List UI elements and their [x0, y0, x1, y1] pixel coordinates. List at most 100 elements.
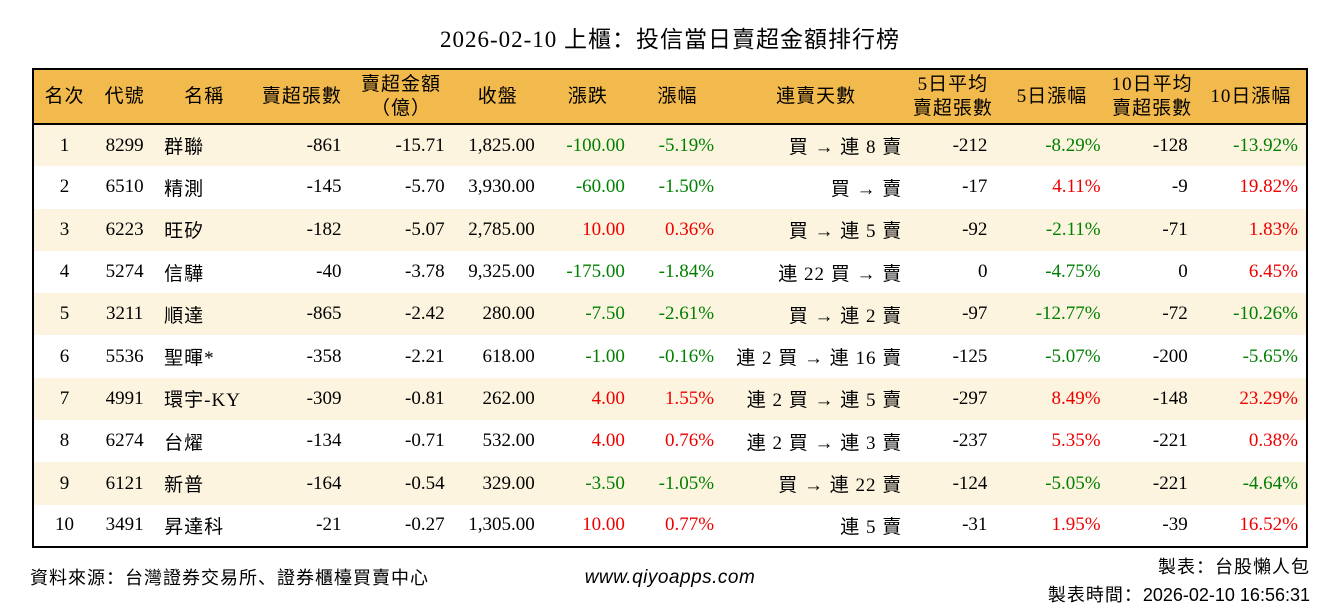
cell-name: 群聯 [164, 137, 205, 159]
cell-streak: 買 → 連 22 賣 [778, 475, 903, 497]
cell-close: 1,305.00 [468, 514, 535, 536]
cell-avg5-volume: -125 [952, 345, 988, 367]
cell-close: 9,325.00 [468, 261, 535, 283]
cell-avg5-volume: -31 [962, 514, 988, 536]
cell-sell-amount: -15.71 [395, 134, 445, 156]
cell-avg10-volume: -39 [1162, 514, 1188, 536]
cell-avg10-volume: -9 [1171, 176, 1188, 198]
cell-avg5-volume: -92 [962, 218, 988, 240]
cell-sell-volume: -182 [306, 218, 342, 240]
cell-streak: 買 → 賣 [830, 178, 903, 200]
table-row: 7 4991 環宇-KY -309 -0.81 262.00 4.00 1.55… [33, 377, 1307, 421]
cell-avg10-volume: 0 [1178, 261, 1188, 283]
cell-avg10-volume: -128 [1152, 134, 1188, 156]
cell-pct10: 6.45% [1248, 261, 1298, 283]
cell-code: 6223 [105, 218, 144, 240]
cell-change: 4.00 [591, 387, 625, 409]
cell-streak: 買 → 連 8 賣 [788, 137, 903, 159]
cell-pct10: -4.64% [1242, 472, 1298, 494]
cell-code: 3211 [105, 303, 144, 325]
cell-sell-volume: -309 [306, 387, 342, 409]
cell-change: -100.00 [566, 134, 625, 156]
cell-sell-amount: -3.78 [405, 261, 445, 283]
cell-pct5: 5.35% [1051, 430, 1101, 452]
cell-name: 新普 [164, 475, 205, 497]
cell-pct10: 0.38% [1248, 430, 1298, 452]
cell-code: 3491 [105, 514, 144, 536]
header-avg10-volume: 10日平均 賣超張數 [1108, 69, 1196, 125]
cell-pct5: -12.77% [1035, 303, 1101, 325]
cell-pct5: -2.11% [1045, 218, 1101, 240]
cell-change: -175.00 [566, 261, 625, 283]
cell-change: -3.50 [585, 472, 625, 494]
cell-rank: 2 [59, 176, 70, 198]
cell-sell-volume: -358 [306, 345, 342, 367]
cell-streak: 連 22 買 → 賣 [778, 263, 903, 285]
cell-rank: 6 [59, 345, 70, 367]
header-close: 收盤 [452, 69, 543, 125]
header-sell-amount: 賣超金額 （億） [349, 69, 453, 125]
table-row: 4 5274 信驊 -40 -3.78 9,325.00 -175.00 -1.… [33, 250, 1307, 294]
cell-name: 聖暉* [164, 348, 215, 370]
cell-avg10-volume: -72 [1162, 303, 1188, 325]
cell-avg5-volume: -17 [962, 176, 988, 198]
header-sell-volume: 賣超張數 [254, 69, 350, 125]
cell-rank: 1 [59, 134, 70, 156]
cell-name: 台燿 [164, 432, 205, 454]
cell-name: 信驊 [164, 263, 205, 285]
cell-sell-amount: -0.27 [405, 514, 445, 536]
cell-pct5: -5.05% [1045, 472, 1101, 494]
cell-name: 昇達科 [164, 516, 225, 538]
cell-change-pct: -5.19% [658, 134, 715, 156]
cell-avg10-volume: -71 [1162, 218, 1188, 240]
cell-change-pct: -1.84% [658, 261, 715, 283]
footer-generated: 製表時間：2026-02-10 16:56:31 [1048, 581, 1310, 607]
cell-avg10-volume: -221 [1152, 472, 1188, 494]
cell-sell-amount: -0.54 [405, 472, 445, 494]
cell-avg10-volume: -200 [1152, 345, 1188, 367]
cell-change-pct: 0.36% [664, 218, 715, 240]
cell-sell-volume: -21 [316, 514, 342, 536]
footer-generated-timestamp: 2026-02-10 16:56:31 [1142, 585, 1310, 605]
cell-change: 4.00 [591, 430, 625, 452]
cell-code: 6274 [105, 430, 144, 452]
cell-pct10: 19.82% [1239, 176, 1298, 198]
cell-close: 532.00 [482, 430, 535, 452]
cell-avg5-volume: -297 [952, 387, 988, 409]
cell-rank: 9 [59, 472, 70, 494]
cell-avg5-volume: 0 [977, 261, 988, 283]
header-change-pct: 漲幅 [632, 69, 723, 125]
cell-pct10: -5.65% [1242, 345, 1298, 367]
cell-change-pct: -0.16% [658, 345, 715, 367]
cell-sell-amount: -0.81 [405, 387, 445, 409]
table-row: 1 8299 群聯 -861 -15.71 1,825.00 -100.00 -… [33, 124, 1307, 167]
footer-source: 資料來源：台灣證券交易所、證券櫃檯買賣中心 [30, 568, 429, 588]
cell-avg5-volume: -124 [952, 472, 988, 494]
cell-sell-volume: -145 [306, 176, 342, 198]
cell-close: 280.00 [482, 303, 535, 325]
cell-code: 8299 [105, 134, 144, 156]
page-title: 2026-02-10 上櫃：投信當日賣超金額排行榜 [439, 27, 901, 52]
cell-rank: 8 [59, 430, 70, 452]
cell-name: 順達 [164, 305, 205, 327]
cell-change-pct: -1.05% [658, 472, 715, 494]
table-row: 8 6274 台燿 -134 -0.71 532.00 4.00 0.76% 連… [33, 420, 1307, 463]
cell-streak: 連 2 買 → 連 5 賣 [746, 390, 903, 412]
header-change: 漲跌 [542, 69, 633, 125]
table-row: 2 6510 精測 -145 -5.70 3,930.00 -60.00 -1.… [33, 166, 1307, 209]
footer-author: 製表：台股懶人包 [1158, 557, 1310, 577]
cell-sell-amount: -5.70 [405, 176, 445, 198]
cell-avg5-volume: -212 [952, 134, 988, 156]
cell-rank: 3 [59, 218, 70, 240]
cell-close: 1,825.00 [468, 134, 535, 156]
cell-streak: 買 → 連 2 賣 [788, 305, 903, 327]
ranking-table: 名次 代號 名稱 賣超張數 賣超金額 （億） 收盤 漲跌 漲幅 連賣天數 5日平均… [32, 68, 1308, 548]
cell-change: -7.50 [585, 303, 625, 325]
cell-close: 618.00 [482, 345, 535, 367]
header-pct5: 5日漲幅 [995, 69, 1109, 125]
cell-pct5: 4.11% [1052, 176, 1101, 198]
cell-pct10: -13.92% [1233, 134, 1298, 156]
cell-name: 環宇-KY [164, 390, 241, 412]
cell-streak: 連 2 買 → 連 16 賣 [736, 348, 903, 370]
cell-code: 5274 [105, 261, 144, 283]
